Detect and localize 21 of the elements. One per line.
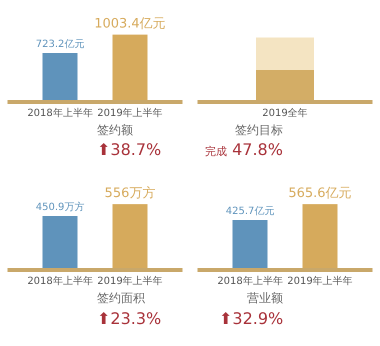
x-axis-title: 签约面积 [97,291,145,305]
data-label: 565.6亿元 [288,186,352,202]
x-tick-label: 2018年上半年 [217,275,283,288]
x-axis-title: 营业额 [247,291,283,305]
x-axis-title: 签约目标 [235,123,283,137]
text: ⬆38.7% [97,140,162,159]
text: 完成 47.8% [205,140,283,159]
x-tick-label: 2019年上半年 [287,275,353,288]
data-label: 450.9万方 [36,201,84,214]
data-label: 1003.4亿元 [94,16,166,32]
x-tick-label: 2019年上半年 [97,106,163,119]
data-label: 723.2亿元 [36,38,84,50]
x-tick-label: 2018年上半年 [27,106,93,119]
x-tick-label: 2019年上半年 [97,275,163,288]
data-label: 556万方 [104,185,156,202]
data-label: 425.7亿元 [226,206,274,217]
text: ⬆32.9% [219,309,284,328]
x-axis-title: 签约额 [97,123,133,137]
x-tick-label: 2018年上半年 [27,275,93,288]
text: ⬆23.3% [97,309,162,328]
x-tick-label: 2019全年 [262,106,308,119]
